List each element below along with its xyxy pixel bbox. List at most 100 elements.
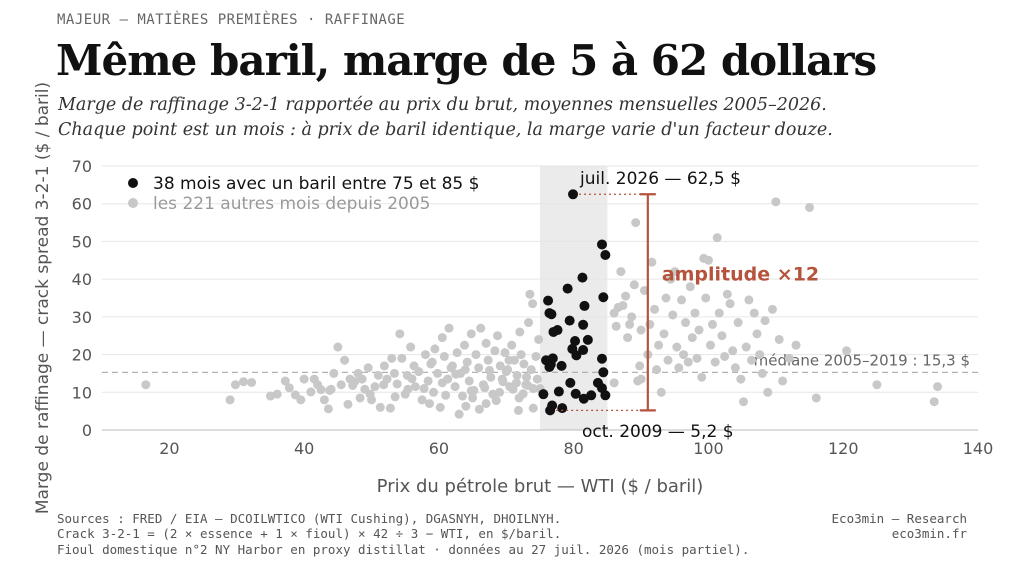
point-other	[419, 384, 429, 394]
point-other	[424, 399, 434, 409]
point-other	[325, 385, 335, 395]
chart-subtitle-line2: Chaque point est un mois : à prix de bar…	[58, 120, 833, 140]
point-other	[474, 404, 484, 414]
point-highlight	[543, 295, 554, 306]
point-other	[811, 393, 821, 403]
point-highlight	[600, 390, 611, 401]
point-other	[679, 350, 689, 360]
point-other	[466, 386, 476, 396]
point-other	[771, 197, 781, 207]
point-highlight	[562, 283, 573, 294]
point-other	[504, 355, 514, 365]
point-other	[319, 395, 329, 405]
point-other	[433, 368, 443, 378]
point-other	[703, 255, 713, 265]
point-other	[701, 293, 711, 303]
point-other	[705, 340, 715, 350]
point-other	[677, 295, 687, 305]
point-other	[757, 368, 767, 378]
point-other	[755, 350, 765, 360]
point-other	[389, 368, 399, 378]
point-other	[363, 363, 373, 373]
point-other	[370, 382, 380, 392]
point-other	[476, 323, 486, 333]
point-other	[348, 380, 358, 390]
point-other	[464, 376, 474, 386]
point-other	[685, 282, 695, 292]
point-highlight	[598, 292, 609, 303]
point-other	[329, 368, 339, 378]
point-other	[747, 355, 757, 365]
point-other	[437, 333, 447, 343]
point-other	[645, 319, 655, 329]
point-highlight	[565, 377, 576, 388]
point-other	[618, 301, 628, 311]
point-other	[525, 289, 535, 299]
point-highlight	[557, 403, 568, 414]
point-highlight	[600, 250, 611, 261]
point-other	[468, 393, 478, 403]
point-other	[272, 389, 282, 399]
point-other	[507, 340, 517, 350]
legend-marker-highlight	[128, 178, 138, 188]
point-other	[805, 202, 815, 212]
point-other	[720, 351, 730, 361]
point-other	[495, 361, 505, 371]
point-other	[451, 369, 461, 379]
point-other	[647, 257, 657, 267]
point-other	[631, 218, 641, 228]
point-highlight	[598, 367, 609, 378]
point-highlight	[578, 319, 589, 330]
point-other	[491, 396, 501, 406]
point-other	[498, 377, 508, 387]
y-tick-label: 60	[72, 195, 92, 214]
point-other	[666, 274, 676, 284]
point-highlight	[564, 315, 575, 326]
point-other	[710, 357, 720, 367]
point-other	[474, 363, 484, 373]
point-other	[392, 379, 402, 389]
point-other	[390, 392, 400, 402]
point-other	[306, 387, 316, 397]
point-highlight	[571, 350, 582, 361]
point-other	[722, 289, 732, 299]
point-other	[528, 403, 538, 413]
point-other	[265, 391, 275, 401]
point-other	[460, 365, 470, 375]
point-other	[730, 363, 740, 373]
point-other	[397, 353, 407, 363]
point-other	[518, 389, 528, 399]
point-other	[230, 380, 240, 390]
x-axis-label: Prix du pétrole brut — WTI ($ / baril)	[377, 476, 704, 497]
point-other	[429, 387, 439, 397]
point-other	[523, 380, 533, 390]
point-other	[725, 299, 735, 309]
point-highlight	[556, 360, 567, 371]
footer-brand: Eco3min — Research	[831, 511, 967, 526]
point-other	[616, 267, 626, 277]
footer-note: Fioul domestique n°2 NY Harbor en proxy …	[57, 542, 750, 557]
point-other	[528, 299, 538, 309]
point-highlight	[545, 405, 556, 416]
median-label: médiane 2005–2019 : 15,3 $	[754, 351, 970, 369]
point-other	[674, 363, 684, 373]
point-other	[481, 338, 491, 348]
point-other	[625, 319, 635, 329]
point-other	[387, 353, 397, 363]
point-other	[661, 293, 671, 303]
point-other	[654, 340, 664, 350]
point-other	[752, 329, 762, 339]
point-other	[842, 346, 852, 356]
point-other	[708, 319, 718, 329]
point-other	[471, 350, 481, 360]
point-highlight	[577, 272, 588, 283]
point-other	[519, 359, 529, 369]
chart-title: Même baril, marge de 5 à 62 dollars	[56, 36, 877, 85]
point-other	[481, 399, 491, 409]
point-other	[435, 402, 445, 412]
x-tick-label: 100	[693, 439, 724, 458]
y-tick-label: 20	[72, 346, 92, 365]
point-other	[652, 365, 662, 375]
point-other	[515, 327, 525, 337]
point-other	[410, 382, 420, 392]
